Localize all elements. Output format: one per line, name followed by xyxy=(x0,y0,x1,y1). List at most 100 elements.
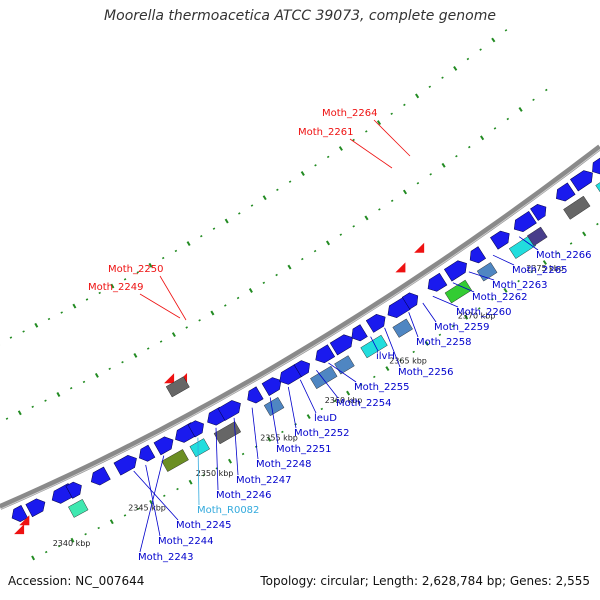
gc-dash-mark xyxy=(44,399,47,402)
gc-dash-mark xyxy=(464,314,469,320)
gene-arrow xyxy=(90,466,111,486)
gc-dash xyxy=(202,474,205,477)
gc-dash xyxy=(464,314,469,320)
cog-box xyxy=(444,279,472,304)
cog-box-shape xyxy=(595,176,600,196)
cog-box-shape xyxy=(213,421,242,445)
gene-label: Moth_2263 xyxy=(492,280,547,291)
gc-dash xyxy=(301,257,304,261)
gc-dash xyxy=(300,171,305,176)
gc-dash-mark xyxy=(403,103,406,107)
gc-dash xyxy=(288,180,292,183)
gene-label: Moth_2264 xyxy=(322,108,377,119)
gc-dash-mark xyxy=(424,340,429,346)
gc-dash-mark xyxy=(94,372,99,378)
accession-text: Accession: NC_007644 xyxy=(8,574,145,588)
gc-dash-mark xyxy=(288,180,292,183)
gene-arrow-shape xyxy=(293,360,310,378)
gene-arrow-shape xyxy=(530,203,547,221)
gc-dash-mark xyxy=(376,120,382,126)
gene-label: Moth_2254 xyxy=(336,398,391,409)
gene-arrow-shape xyxy=(261,377,282,396)
gc-dash xyxy=(31,555,36,561)
leader-line xyxy=(349,138,393,169)
cog-box-shape xyxy=(68,499,89,518)
gc-dash-mark xyxy=(530,270,534,274)
gc-dash xyxy=(275,273,278,277)
gene-label: Moth_2249 xyxy=(88,282,143,293)
gc-dash xyxy=(306,414,311,420)
gene-label: Moth_2245 xyxy=(176,520,231,531)
leader-line xyxy=(197,437,200,506)
gc-dash xyxy=(416,181,420,185)
gc-dash xyxy=(236,296,240,300)
gc-dash-mark xyxy=(210,310,215,316)
gc-dash xyxy=(171,332,176,338)
gene-label: Moth_2258 xyxy=(416,337,471,348)
leader-line xyxy=(422,302,437,323)
gc-dash-mark xyxy=(241,452,245,456)
gc-dash-mark xyxy=(224,218,229,224)
gc-dash xyxy=(468,145,471,149)
gene-label: Moth_2255 xyxy=(354,382,409,393)
gene-arrow xyxy=(556,182,576,202)
cog-box-shape xyxy=(189,438,210,458)
cog-box-shape xyxy=(263,397,285,417)
gc-dash xyxy=(313,249,317,253)
cog-box-shape xyxy=(161,449,189,472)
gc-dash xyxy=(228,458,232,464)
gc-dash-mark xyxy=(276,188,279,192)
gc-dash xyxy=(123,514,127,517)
gc-dash-mark xyxy=(506,117,510,121)
gc-dash xyxy=(346,390,351,396)
gc-dash xyxy=(466,57,470,61)
cog-box xyxy=(68,499,89,518)
gc-dash xyxy=(97,526,100,530)
gc-dash xyxy=(506,117,510,121)
gene-arrow-shape xyxy=(469,246,487,264)
gc-dash xyxy=(267,436,272,442)
gc-dash-mark xyxy=(556,251,560,255)
pseudogene-marker xyxy=(164,373,175,384)
gc-dash-mark xyxy=(267,436,272,442)
gc-dash-mark xyxy=(346,390,351,396)
kbp-tick-label: 2370 kbp xyxy=(458,312,496,321)
leader-line xyxy=(287,386,297,429)
gc-dash-mark xyxy=(429,173,432,176)
gc-dash-mark xyxy=(416,181,420,185)
gc-dash xyxy=(110,283,115,289)
gc-dash xyxy=(415,93,420,99)
cog-box xyxy=(476,262,498,282)
gene-arrow-shape xyxy=(65,481,82,499)
kbp-scale: 2340 kbp 2345 kbp 2350 kbp 2355 kbp 2360 kbp… xyxy=(53,264,564,548)
gc-dash xyxy=(200,235,203,238)
leader-line xyxy=(492,254,515,266)
gc-dash-mark xyxy=(390,199,394,203)
gc-dash-mark xyxy=(262,281,266,285)
leader-line xyxy=(432,295,459,308)
backbone-highlight xyxy=(0,148,600,510)
gc-dash xyxy=(403,103,406,107)
gc-dash-mark xyxy=(161,256,165,260)
gene-arrow-shape xyxy=(351,324,368,342)
gc-dash xyxy=(338,146,343,151)
kbp-tick-label: 2340 kbp xyxy=(53,539,91,548)
gc-dash-mark xyxy=(455,154,458,158)
gc-dash xyxy=(378,208,381,211)
gc-dash xyxy=(44,550,48,554)
gc-dash xyxy=(532,98,535,102)
gc-dash xyxy=(262,195,267,201)
gc-dash-mark xyxy=(212,227,216,230)
gc-dash-mark xyxy=(451,324,455,328)
gc-dash-mark xyxy=(236,296,240,300)
gene-arrow-shape xyxy=(90,466,111,486)
gc-dash xyxy=(70,537,75,543)
gc-dash-mark xyxy=(228,458,232,464)
gc-dash xyxy=(98,291,101,295)
gc-dash xyxy=(441,162,446,168)
gc-dash-mark xyxy=(287,264,292,270)
gc-dash-mark xyxy=(58,545,61,548)
gc-dash xyxy=(94,372,99,378)
cog-box xyxy=(213,421,242,445)
gene-arrow xyxy=(443,260,467,282)
